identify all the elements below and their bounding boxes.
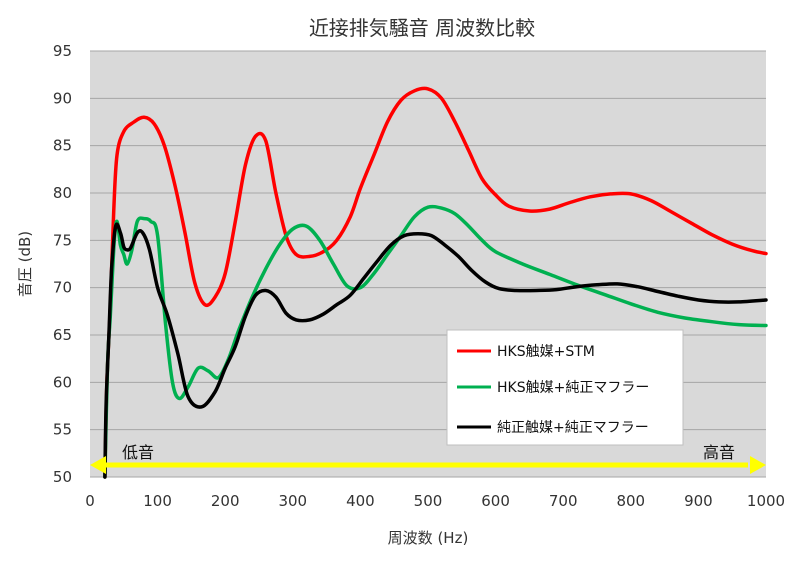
chart-title: 近接排気騒音 周波数比較	[309, 16, 535, 40]
y-tick-label: 90	[53, 89, 72, 107]
legend-label-hks-stock-muffler: HKS触媒+純正マフラー	[497, 380, 649, 396]
low-sound-label: 低音	[122, 443, 154, 462]
y-tick-labels: 50 55 60 65 70 75 80 85 90 95	[53, 42, 72, 486]
x-tick-label: 100	[143, 492, 172, 510]
y-tick-label: 55	[53, 421, 72, 439]
x-tick-label: 900	[684, 492, 713, 510]
y-tick-label: 50	[53, 468, 72, 486]
series-line-stock-stock-muffler	[103, 222, 768, 479]
legend: HKS触媒+STM HKS触媒+純正マフラー 純正触媒+純正マフラー	[446, 329, 684, 446]
x-tick-label: 700	[549, 492, 578, 510]
x-tick-label: 1000	[747, 492, 785, 510]
x-tick-label: 400	[346, 492, 375, 510]
x-tick-label: 600	[481, 492, 510, 510]
grid-lines	[90, 50, 766, 478]
x-tick-labels: 0 100 200 300 400 500 600 700 800 900 1000	[85, 492, 785, 510]
x-tick-label: 800	[616, 492, 645, 510]
x-tick-label: 0	[85, 492, 95, 510]
x-tick-label: 300	[278, 492, 307, 510]
y-tick-label: 60	[53, 373, 72, 391]
legend-label-stock-stock-muffler: 純正触媒+純正マフラー	[497, 420, 649, 436]
series-line-hks-stm	[103, 86, 768, 479]
x-tick-label: 200	[211, 492, 240, 510]
y-tick-label: 85	[53, 137, 72, 155]
y-tick-label: 95	[53, 42, 72, 60]
y-tick-label: 65	[53, 326, 72, 344]
y-tick-label: 70	[53, 279, 72, 297]
high-sound-label: 高音	[703, 443, 735, 462]
frequency-arrow	[90, 456, 766, 474]
y-tick-label: 75	[53, 231, 72, 249]
series-lines	[103, 86, 768, 479]
x-tick-label: 500	[414, 492, 443, 510]
legend-label-hks-stm: HKS触媒+STM	[497, 344, 595, 360]
frequency-arrow-right-head	[750, 456, 766, 474]
series-line-hks-stock-muffler	[103, 204, 768, 479]
y-tick-label: 80	[53, 184, 72, 202]
x-axis-title: 周波数 (Hz)	[388, 529, 469, 547]
y-axis-title: 音圧 (dB)	[16, 231, 34, 297]
frequency-arrow-left-head	[90, 456, 106, 474]
